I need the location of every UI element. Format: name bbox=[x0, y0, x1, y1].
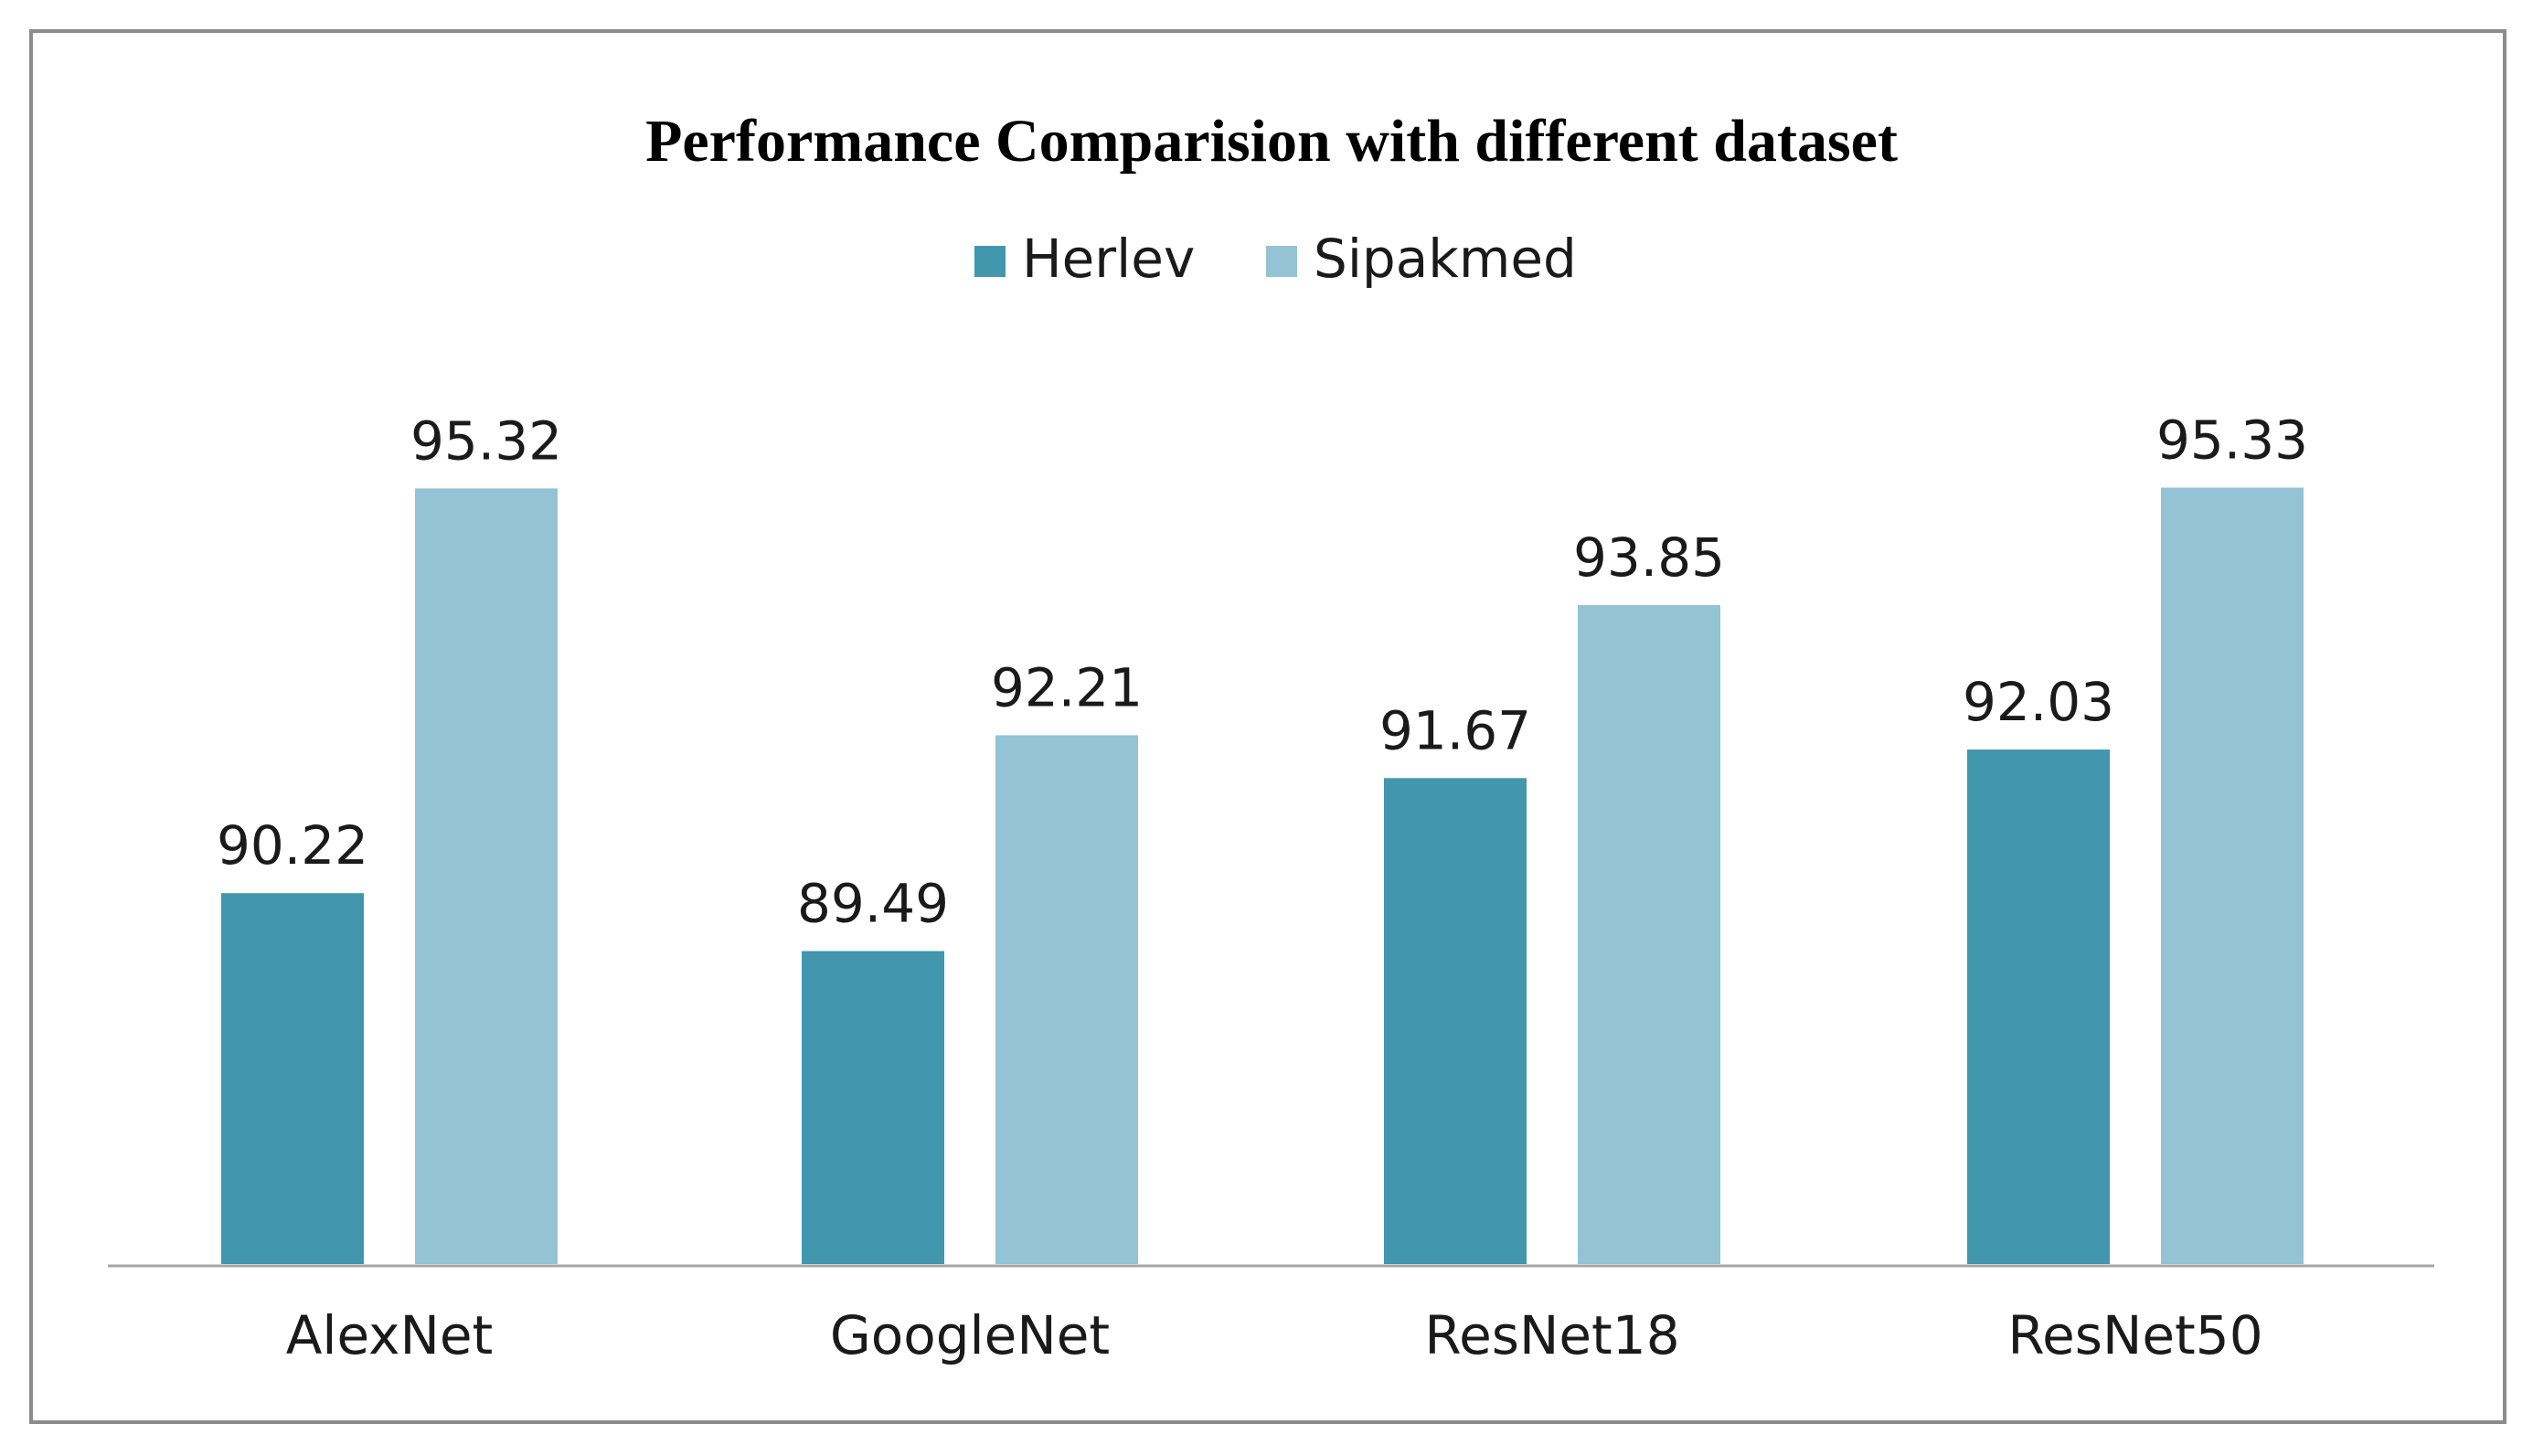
bar-sipakmed-googlenet bbox=[992, 731, 1142, 1268]
legend: Herlev Sipakmed bbox=[974, 228, 1577, 290]
value-label-herlev-alexnet: 90.22 bbox=[217, 814, 368, 877]
value-label-sipakmed-resnet18: 93.85 bbox=[1573, 526, 1725, 589]
bar-herlev-resnet50 bbox=[1964, 746, 2113, 1268]
bar-sipakmed-resnet18 bbox=[1574, 601, 1724, 1268]
legend-swatch-herlev bbox=[974, 246, 1006, 277]
chart-frame: Performance Comparision with different d… bbox=[29, 29, 2506, 1424]
legend-swatch-sipakmed bbox=[1266, 246, 1297, 277]
legend-label-herlev: Herlev bbox=[1022, 228, 1195, 290]
chart-title: Performance Comparision with different d… bbox=[645, 108, 1898, 175]
legend-item-herlev: Herlev bbox=[974, 228, 1195, 290]
bars-group bbox=[218, 484, 2307, 1268]
value-label-herlev-resnet50: 92.03 bbox=[1963, 671, 2114, 733]
bar-sipakmed-alexnet bbox=[411, 484, 561, 1268]
category-label-resnet50: ResNet50 bbox=[2007, 1304, 2262, 1366]
value-labels-group: 90.22 95.32 89.49 92.21 91.67 93.85 92.03 95.33 bbox=[217, 409, 2308, 935]
bar-sipakmed-resnet50 bbox=[2157, 484, 2307, 1268]
category-label-alexnet: AlexNet bbox=[286, 1304, 494, 1366]
bar-herlev-googlenet bbox=[798, 947, 948, 1268]
bar-herlev-resnet18 bbox=[1380, 774, 1530, 1268]
bar-herlev-alexnet bbox=[218, 889, 367, 1268]
value-label-sipakmed-alexnet: 95.32 bbox=[410, 409, 562, 472]
category-label-resnet18: ResNet18 bbox=[1424, 1304, 1679, 1366]
chart-canvas: Performance Comparision with different d… bbox=[108, 108, 2434, 1366]
value-label-sipakmed-googlenet: 92.21 bbox=[991, 656, 1143, 718]
value-label-herlev-resnet18: 91.67 bbox=[1379, 699, 1531, 761]
legend-label-sipakmed: Sipakmed bbox=[1314, 228, 1577, 290]
value-label-sipakmed-resnet50: 95.33 bbox=[2156, 409, 2308, 472]
category-labels-group: AlexNet GoogleNet ResNet18 ResNet50 bbox=[286, 1304, 2263, 1366]
legend-item-sipakmed: Sipakmed bbox=[1266, 228, 1577, 290]
value-label-herlev-googlenet: 89.49 bbox=[797, 873, 949, 935]
category-label-googlenet: GoogleNet bbox=[830, 1304, 1110, 1366]
